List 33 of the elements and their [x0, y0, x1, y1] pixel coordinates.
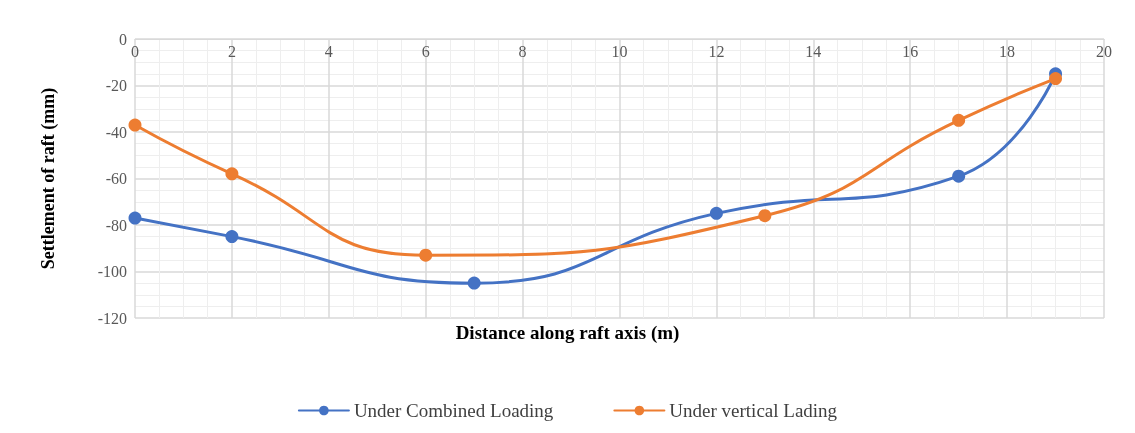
y-tick-label: 0 [119, 30, 127, 48]
x-tick-label: 0 [131, 42, 139, 60]
point [709, 206, 723, 220]
y-tick-label: -40 [105, 123, 127, 141]
point [225, 167, 239, 181]
legend-label: Under Combined Loading [353, 400, 554, 421]
x-tick-label: 16 [902, 42, 919, 60]
point [758, 209, 772, 223]
x-tick-label: 4 [324, 42, 333, 60]
point [1049, 72, 1063, 86]
point [128, 211, 142, 225]
x-tick-label: 2 [227, 42, 236, 60]
point [419, 248, 433, 262]
y-tick-label: -100 [97, 263, 127, 280]
y-tick-label: -20 [105, 77, 127, 94]
y-tick-label: -120 [97, 309, 127, 327]
point [467, 276, 481, 290]
point [952, 113, 966, 127]
legend-label: Under vertical Lading [669, 400, 838, 421]
y-tick-label: -80 [105, 216, 127, 234]
x-tick-label: 8 [518, 42, 527, 60]
x-tick-label: 18 [999, 42, 1016, 60]
point [952, 169, 966, 183]
y-tick-label: -60 [105, 170, 127, 187]
x-tick-label: 20 [1096, 42, 1112, 60]
point [225, 230, 239, 244]
y-axis-title: Settlement of raft (mm) [38, 87, 59, 270]
point [128, 118, 142, 132]
x-tick-label: 14 [805, 42, 822, 60]
x-tick-label: 6 [421, 42, 430, 60]
x-tick-label: 12 [708, 42, 725, 60]
x-tick-label: 10 [611, 42, 628, 60]
x-axis-title: Distance along raft axis (m) [455, 322, 680, 344]
